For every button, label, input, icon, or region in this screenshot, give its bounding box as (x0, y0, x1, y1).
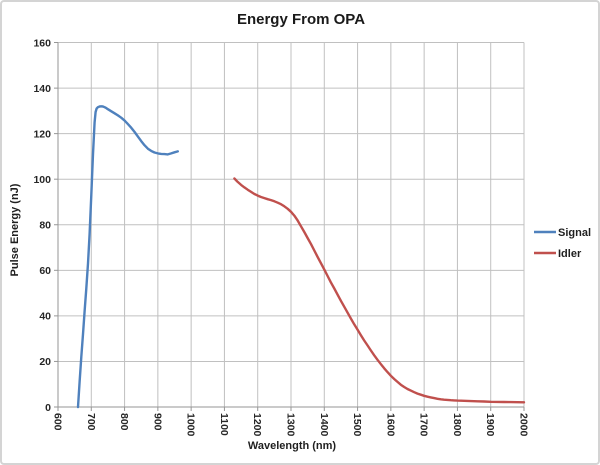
x-tick-label: 900 (151, 413, 163, 431)
x-tick-label: 1000 (185, 413, 197, 437)
x-tick-label: 1600 (384, 413, 396, 437)
x-tick-label: 1300 (285, 413, 297, 437)
legend: Signal Idler (534, 227, 591, 260)
axes (54, 42, 525, 411)
x-tick-label: 1500 (351, 413, 363, 437)
y-tick-label: 20 (39, 356, 51, 368)
x-tick-label: 800 (118, 413, 130, 431)
x-tick-label: 1700 (418, 413, 430, 437)
y-tick-label: 120 (33, 128, 51, 140)
y-axis-title: Pulse Energy (nJ) (9, 183, 21, 276)
y-tick-label: 160 (33, 37, 51, 49)
y-tick-label: 0 (45, 402, 51, 414)
legend-label-idler: Idler (558, 248, 582, 260)
x-tick-label: 2000 (518, 413, 530, 437)
series-line-idler (233, 177, 526, 404)
x-tick-label: 1400 (318, 413, 330, 437)
series-line-signal (76, 105, 180, 409)
x-tick-label: 1900 (484, 413, 496, 437)
y-tick-labels: 0 20 40 60 80 100 120 140 160 (33, 37, 51, 414)
chart-title: Energy From OPA (237, 11, 365, 28)
y-tick-label: 60 (39, 265, 51, 277)
x-axis-title: Wavelength (nm) (248, 440, 337, 452)
y-tick-label: 80 (39, 220, 51, 232)
series-lines (76, 105, 526, 409)
y-tick-label: 40 (39, 311, 51, 323)
x-tick-label: 1200 (251, 413, 263, 437)
y-tick-label: 140 (33, 83, 51, 95)
x-tick-labels: 600 700 800 900 1000 1100 1200 1300 1400 1500 1600… (52, 413, 530, 437)
x-tick-label: 1100 (218, 413, 230, 436)
gridlines (57, 42, 525, 408)
x-tick-label: 1800 (451, 413, 463, 437)
legend-label-signal: Signal (558, 227, 591, 239)
y-tick-label: 100 (33, 174, 51, 186)
x-tick-label: 700 (85, 413, 97, 431)
x-tick-label: 600 (52, 413, 64, 431)
